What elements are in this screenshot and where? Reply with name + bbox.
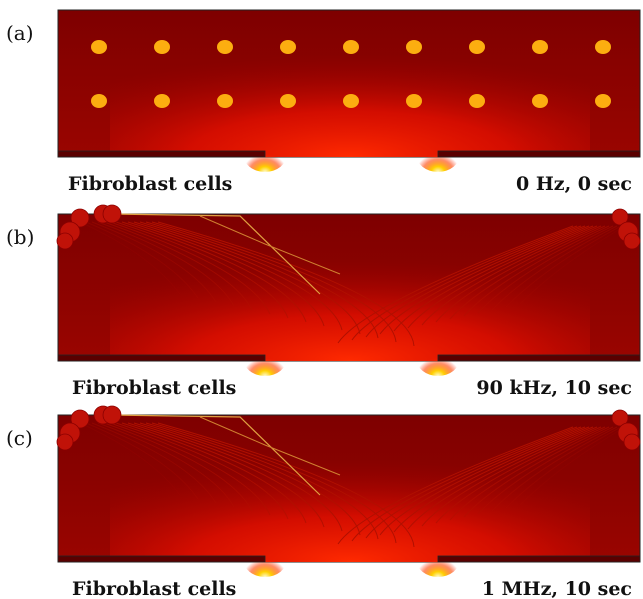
electrode	[438, 355, 640, 361]
cell	[406, 40, 422, 54]
left-caption: Fibroblast cells	[72, 578, 236, 599]
cell	[57, 233, 73, 249]
cell	[154, 40, 170, 54]
cell	[280, 94, 296, 108]
cell	[469, 40, 485, 54]
panel-label: (a)	[6, 21, 34, 45]
electrode	[58, 355, 265, 361]
panel-label: (c)	[6, 426, 33, 450]
cell	[406, 94, 422, 108]
figure: (a) Fibroblast cells 0 Hz, 0 sec (b) Fibrobl…	[0, 0, 643, 599]
cell	[280, 40, 296, 54]
electrode	[438, 556, 640, 562]
cell	[103, 406, 121, 424]
cell	[469, 94, 485, 108]
cell	[624, 434, 640, 450]
cell	[57, 434, 73, 450]
left-caption: Fibroblast cells	[68, 173, 232, 195]
cell	[532, 40, 548, 54]
cell	[595, 94, 611, 108]
panel-label: (b)	[6, 225, 34, 249]
panel: (b) Fibroblast cells 90 kHz, 10 sec	[6, 205, 640, 399]
field-glow	[110, 425, 590, 562]
electrode	[58, 556, 265, 562]
cell	[532, 94, 548, 108]
cell	[217, 40, 233, 54]
cell	[595, 40, 611, 54]
cell	[103, 205, 121, 223]
field-glow	[110, 224, 590, 361]
right-caption: 1 MHz, 10 sec	[482, 578, 632, 599]
cell	[343, 94, 359, 108]
right-caption: 90 kHz, 10 sec	[476, 377, 632, 399]
cell	[624, 233, 640, 249]
electrode	[58, 151, 265, 157]
cell	[154, 94, 170, 108]
cell	[91, 94, 107, 108]
cell	[217, 94, 233, 108]
panel: (a) Fibroblast cells 0 Hz, 0 sec	[6, 10, 640, 195]
right-caption: 0 Hz, 0 sec	[516, 173, 632, 195]
left-caption: Fibroblast cells	[72, 377, 236, 399]
panel: (c) Fibroblast cells 1 MHz, 10 sec	[6, 406, 640, 599]
cell	[343, 40, 359, 54]
cell	[91, 40, 107, 54]
electrode	[438, 151, 640, 157]
